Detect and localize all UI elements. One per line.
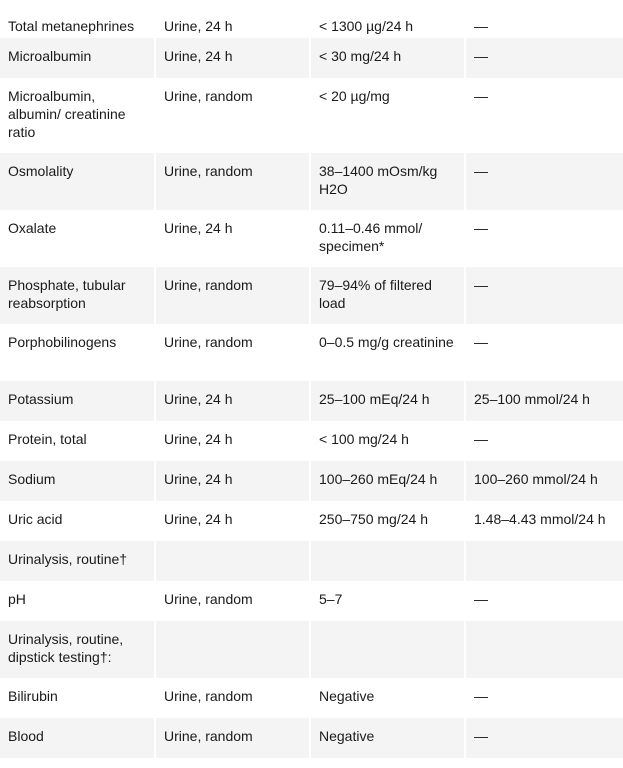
table-row: Potassium Urine, 24 h 25–100 mEq/24 h 25… (0, 381, 623, 421)
specimen (155, 541, 311, 581)
si-range: — (465, 678, 623, 718)
table-row: Osmolality Urine, random 38–1400 mOsm/kg… (0, 153, 623, 210)
specimen: Urine, random (155, 153, 311, 210)
table-row: Protein, total Urine, 24 h < 100 mg/24 h… (0, 421, 623, 461)
conventional-range: Negative (310, 678, 466, 718)
test-name: Protein, total (0, 421, 156, 461)
si-range: — (465, 267, 623, 324)
test-name: Bilirubin (0, 678, 156, 718)
table-row: Microalbumin, albumin/ creatinine ratio … (0, 78, 623, 153)
conventional-range: Negative (310, 718, 466, 758)
specimen: Urine, 24 h (155, 421, 311, 461)
conventional-range (310, 621, 466, 678)
si-range: 25–100 mmol/24 h (465, 381, 623, 421)
specimen: Urine, 24 h (155, 210, 311, 267)
si-range: — (465, 153, 623, 210)
table-row: pH Urine, random 5–7 — (0, 581, 623, 621)
specimen: Urine, random (155, 581, 311, 621)
si-range (465, 621, 623, 678)
table-row: Microalbumin Urine, 24 h < 30 mg/24 h — (0, 38, 623, 78)
specimen: Urine, random (155, 718, 311, 758)
test-name: Porphobilinogens (0, 324, 156, 381)
test-name: Oxalate (0, 210, 156, 267)
specimen: Urine, 24 h (155, 461, 311, 501)
conventional-range: 100–260 mEq/24 h (310, 461, 466, 501)
specimen: Urine, random (155, 267, 311, 324)
table-row: Urinalysis, routine† (0, 541, 623, 581)
conventional-range: 79–94% of filtered load (310, 267, 466, 324)
conventional-range: < 100 mg/24 h (310, 421, 466, 461)
test-name: Urinalysis, routine, dipstick testing†: (0, 621, 156, 678)
table-row: Uric acid Urine, 24 h 250–750 mg/24 h 1.… (0, 501, 623, 541)
si-range: — (465, 581, 623, 621)
conventional-range (310, 541, 466, 581)
conventional-range: < 20 µg/mg (310, 78, 466, 153)
conventional-range: 38–1400 mOsm/kg H2O (310, 153, 466, 210)
conventional-range: 0–0.5 mg/g creatinine (310, 324, 466, 381)
conventional-range: 5–7 (310, 581, 466, 621)
test-name: pH (0, 581, 156, 621)
table-row: Total metanephrines Urine, 24 h < 1300 µ… (0, 0, 623, 38)
conventional-range: 250–750 mg/24 h (310, 501, 466, 541)
test-name: Phosphate, tubular reabsorption (0, 267, 156, 324)
conventional-range: 0.11–0.46 mmol/ specimen* (310, 210, 466, 267)
test-name: Microalbumin (0, 38, 156, 78)
specimen: Urine, random (155, 678, 311, 718)
test-name: Osmolality (0, 153, 156, 210)
si-range: — (465, 421, 623, 461)
si-range: — (465, 718, 623, 758)
table-row: Bilirubin Urine, random Negative — (0, 678, 623, 718)
conventional-range: < 30 mg/24 h (310, 38, 466, 78)
table-row: Blood Urine, random Negative — (0, 718, 623, 758)
si-range: — (465, 210, 623, 267)
specimen: Urine, 24 h (155, 501, 311, 541)
table-row: Urinalysis, routine, dipstick testing†: (0, 621, 623, 678)
si-range: 1.48–4.43 mmol/24 h (465, 501, 623, 541)
test-name: Sodium (0, 461, 156, 501)
si-range (465, 541, 623, 581)
si-range: — (465, 38, 623, 78)
test-name: Urinalysis, routine† (0, 541, 156, 581)
test-name: Total metanephrines (0, 0, 156, 38)
specimen: Urine, random (155, 324, 311, 381)
specimen: Urine, random (155, 78, 311, 153)
si-range: 100–260 mmol/24 h (465, 461, 623, 501)
si-range: — (465, 78, 623, 153)
specimen: Urine, 24 h (155, 38, 311, 78)
test-name: Microalbumin, albumin/ creatinine ratio (0, 78, 156, 153)
specimen: Urine, 24 h (155, 0, 311, 38)
specimen: Urine, 24 h (155, 381, 311, 421)
table-row: Phosphate, tubular reabsorption Urine, r… (0, 267, 623, 324)
test-name: Potassium (0, 381, 156, 421)
table-row: Oxalate Urine, 24 h 0.11–0.46 mmol/ spec… (0, 210, 623, 267)
test-name: Uric acid (0, 501, 156, 541)
conventional-range: 25–100 mEq/24 h (310, 381, 466, 421)
test-name: Blood (0, 718, 156, 758)
conventional-range: < 1300 µg/24 h (310, 0, 466, 38)
si-range: — (465, 0, 623, 38)
specimen (155, 621, 311, 678)
table-row: Sodium Urine, 24 h 100–260 mEq/24 h 100–… (0, 461, 623, 501)
si-range: — (465, 324, 623, 381)
table-row: Porphobilinogens Urine, random 0–0.5 mg/… (0, 324, 623, 381)
